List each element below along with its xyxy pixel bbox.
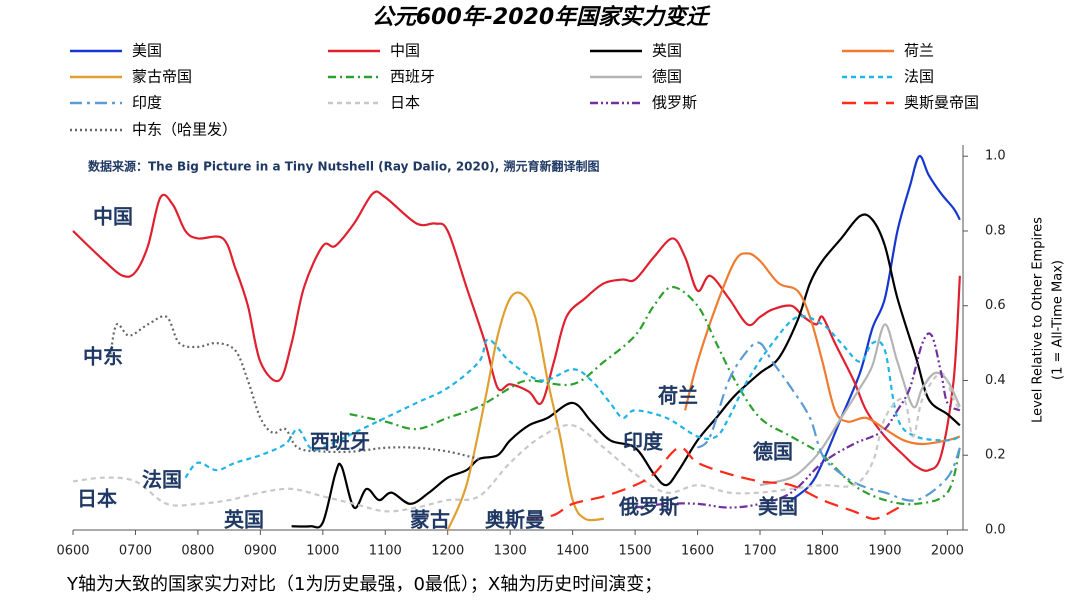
- series-line: [634, 332, 961, 509]
- series-line: [696, 341, 961, 502]
- x-tick-label: 0700: [119, 544, 152, 559]
- annotation: 奥斯曼: [485, 508, 545, 532]
- chart-title: 公元600年-2020年国家实力变迁: [372, 4, 711, 30]
- x-tick-label: 1600: [681, 544, 714, 559]
- x-tick-label: 1200: [431, 544, 464, 559]
- legend-label: 中东（哈里发）: [132, 121, 237, 139]
- annotation: 日本: [77, 487, 117, 511]
- legend-label: 蒙古帝国: [132, 68, 192, 86]
- series-line: [446, 291, 604, 531]
- legend-label: 德国: [652, 68, 682, 86]
- y-axis-label: (1 = All-Time Max): [1051, 260, 1066, 380]
- y-tick-label: 0.0: [985, 523, 1006, 538]
- x-tick-label: 1700: [743, 544, 776, 559]
- series-line: [109, 315, 480, 461]
- series-line: [759, 323, 961, 487]
- series-line: [291, 213, 961, 529]
- annotation: 中国: [93, 205, 133, 229]
- series-line: [528, 446, 900, 520]
- legend-label: 俄罗斯: [652, 94, 697, 112]
- x-tick-label: 2000: [931, 544, 964, 559]
- x-tick-label: 1900: [868, 544, 901, 559]
- x-tick-label: 1100: [369, 544, 402, 559]
- y-axis-label: Level Relative to Other Empires: [1031, 217, 1046, 423]
- annotation: 印度: [623, 430, 664, 454]
- legend-label: 中国: [390, 42, 420, 60]
- legend-label: 奥斯曼帝国: [904, 94, 979, 112]
- y-tick-label: 0.2: [985, 448, 1006, 463]
- legend-label: 法国: [904, 68, 934, 86]
- legend-label: 荷兰: [904, 42, 934, 60]
- footnote: Y轴为大致的国家实力对比（1为历史最强，0最低）；X轴为历史时间演变；: [66, 574, 662, 595]
- series-line: [72, 190, 961, 472]
- x-tick-label: 1500: [619, 544, 652, 559]
- annotation: 蒙古: [410, 508, 450, 532]
- annotation: 德国: [753, 440, 793, 464]
- annotation: 西班牙: [310, 430, 370, 454]
- annotation: 荷兰: [658, 384, 698, 408]
- annotation: 英国: [224, 508, 264, 532]
- legend-label: 英国: [652, 42, 682, 60]
- x-tick-label: 1800: [806, 544, 839, 559]
- legend-label: 西班牙: [390, 68, 435, 86]
- series-line: [184, 315, 961, 479]
- series-line: [349, 285, 961, 506]
- annotation: 中东: [83, 345, 123, 369]
- series-line: [790, 155, 961, 501]
- source-note: 数据来源：The Big Picture in a Tiny Nutshell …: [88, 159, 599, 174]
- y-tick-label: 0.6: [985, 298, 1006, 313]
- y-tick-label: 0.4: [985, 373, 1006, 388]
- y-tick-label: 0.8: [985, 223, 1006, 238]
- annotation: 俄罗斯: [618, 495, 679, 519]
- x-tick-label: 0800: [181, 544, 214, 559]
- legend-label: 日本: [390, 94, 420, 112]
- series-line: [72, 371, 961, 513]
- x-tick-label: 1300: [494, 544, 527, 559]
- annotation: 法国: [142, 468, 182, 492]
- annotation: 美国: [758, 495, 798, 519]
- y-tick-label: 1.0: [985, 149, 1006, 164]
- legend-label: 美国: [132, 42, 162, 60]
- x-tick-label: 0900: [244, 544, 277, 559]
- x-tick-label: 0600: [56, 544, 89, 559]
- x-tick-label: 1400: [556, 544, 589, 559]
- legend-label: 印度: [132, 94, 162, 112]
- series-line: [684, 252, 961, 446]
- x-tick-label: 1000: [306, 544, 339, 559]
